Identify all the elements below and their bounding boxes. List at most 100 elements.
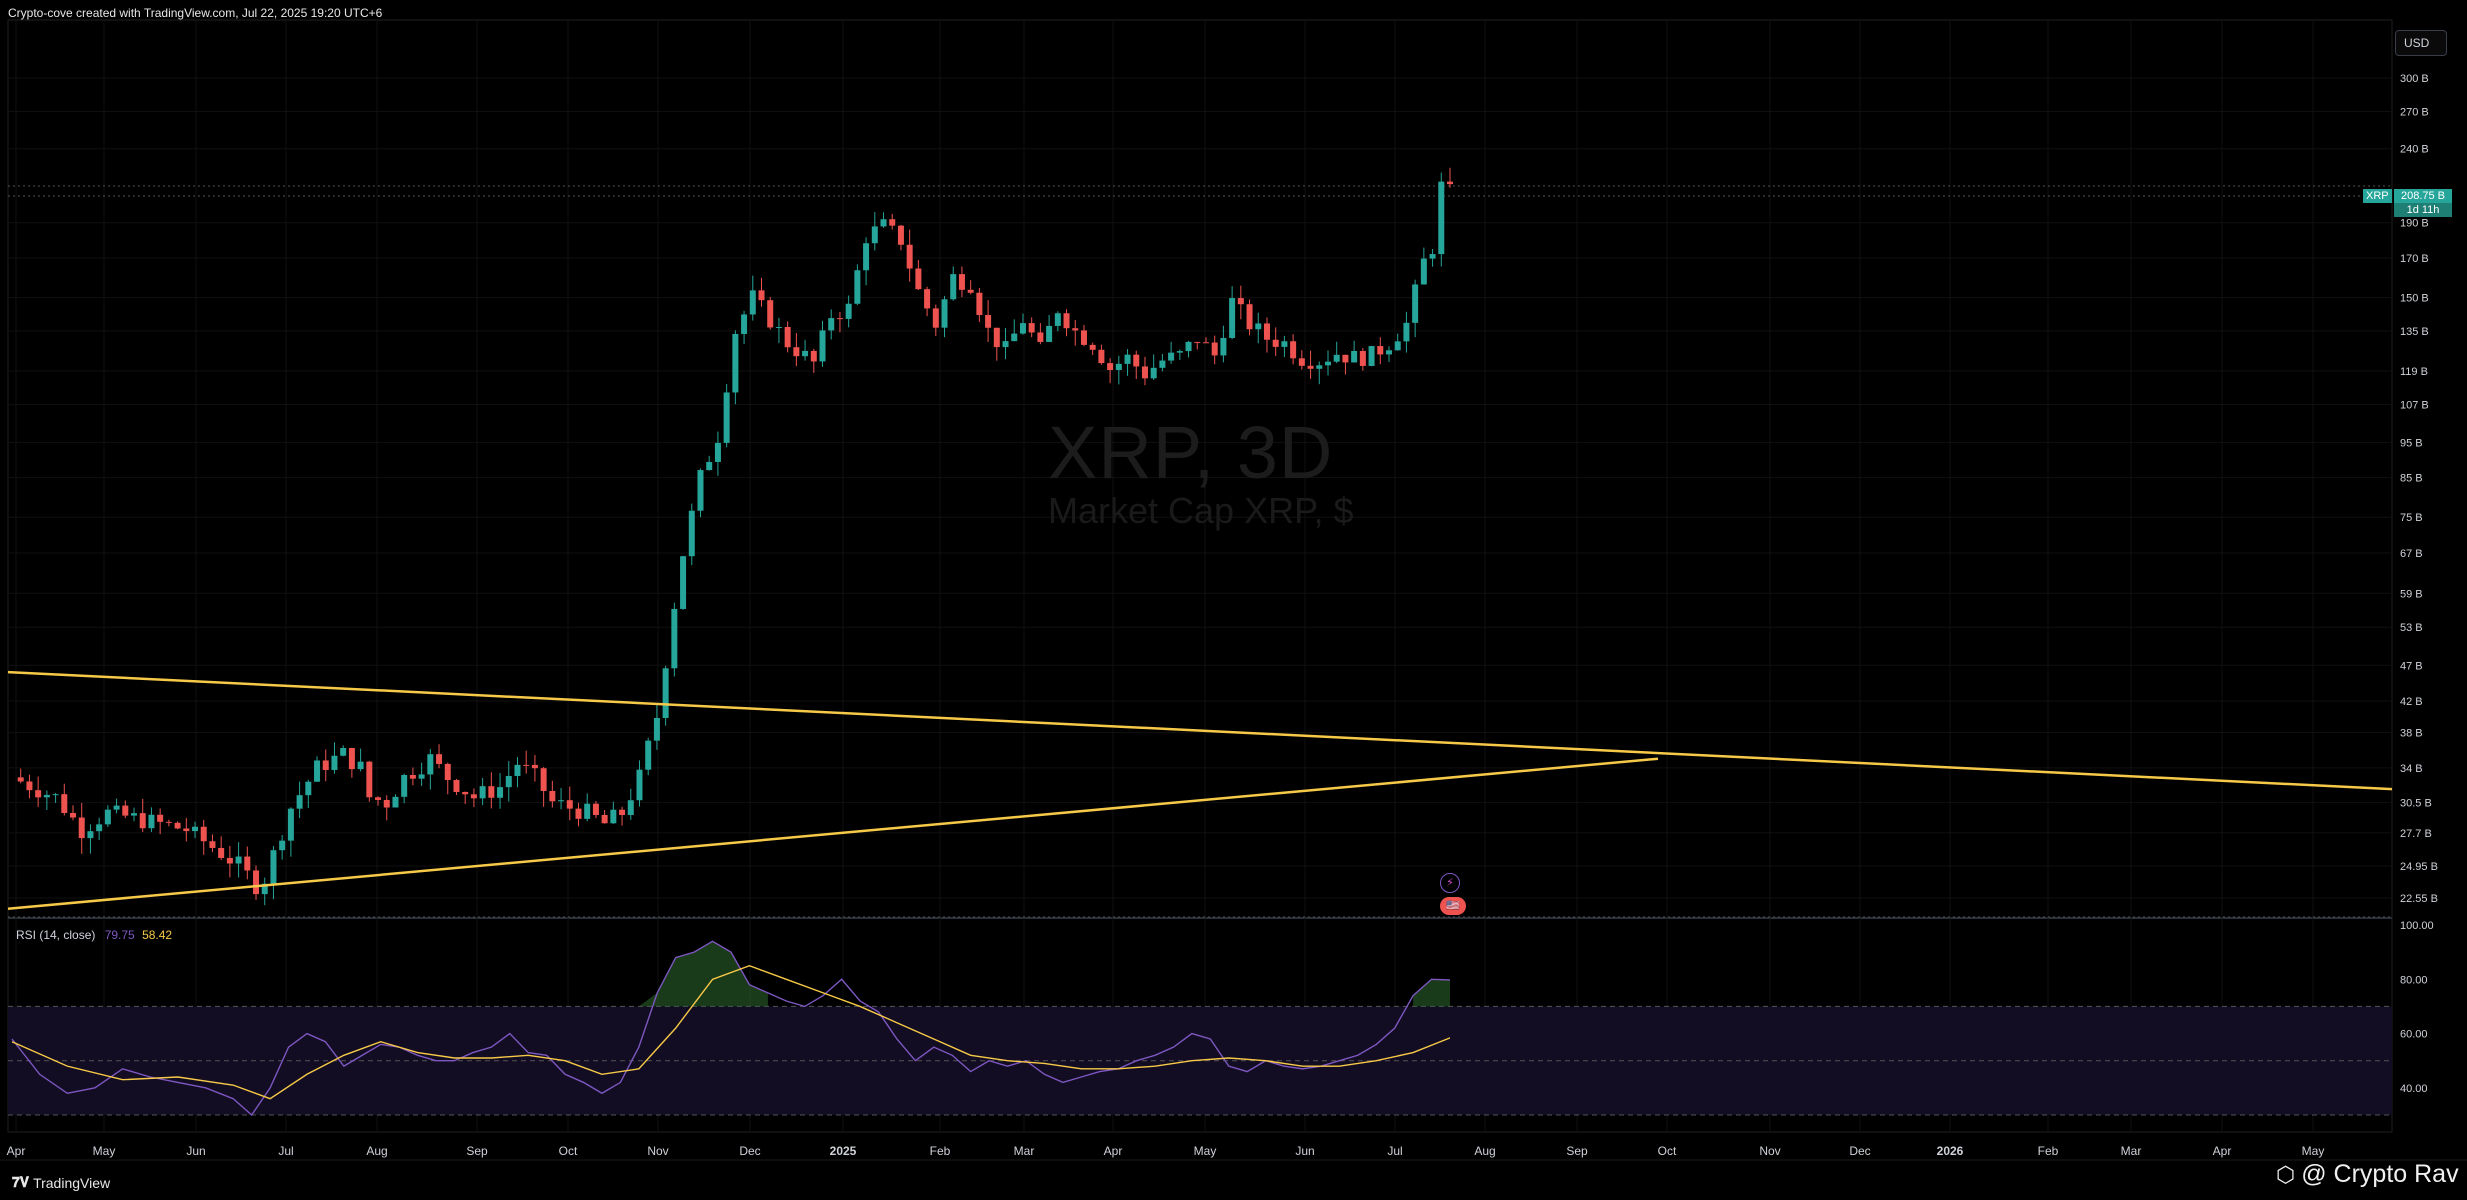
x-tick-label: Jun xyxy=(186,1144,205,1158)
y-tick-label: 190 B xyxy=(2400,218,2429,230)
candle-body xyxy=(810,350,817,362)
candle-body xyxy=(871,226,878,244)
candle-body xyxy=(148,814,155,829)
candle-body xyxy=(235,856,242,864)
candle-body xyxy=(505,775,512,788)
candle-body xyxy=(1333,354,1340,362)
candle-body xyxy=(1194,341,1201,343)
candle-body xyxy=(1159,360,1166,368)
x-tick-label: May xyxy=(2302,1144,2325,1158)
candle-body xyxy=(322,760,329,770)
trendline-lower xyxy=(7,757,1659,910)
candle-body xyxy=(1211,342,1218,356)
y-tick-label: 85 B xyxy=(2400,473,2423,485)
candle-body xyxy=(113,805,120,810)
candle-body xyxy=(636,769,643,801)
candle-body xyxy=(1403,322,1410,342)
candle-body xyxy=(767,300,774,328)
y-tick-label: 150 B xyxy=(2400,293,2429,305)
candle-body xyxy=(104,809,111,825)
y-tick-label: 24.95 B xyxy=(2400,861,2438,873)
x-tick-label: Dec xyxy=(1849,1144,1870,1158)
candle-body xyxy=(357,761,364,770)
candle-body xyxy=(741,314,748,334)
rsi-line xyxy=(11,940,1451,1117)
candle-body xyxy=(244,856,251,871)
candle-body xyxy=(1202,342,1209,344)
candle-body xyxy=(793,347,800,357)
price-tag-value: 208.75 B xyxy=(2394,189,2452,203)
candle-body xyxy=(1168,352,1175,361)
currency-button[interactable]: USD xyxy=(2395,30,2447,56)
candle-body xyxy=(1133,354,1140,367)
rsi-ma-value: 58.42 xyxy=(142,928,173,942)
candle-body xyxy=(531,764,538,769)
candle-body xyxy=(889,219,896,226)
candle-body xyxy=(601,814,608,824)
candle-body xyxy=(514,764,521,776)
candle-body xyxy=(87,831,94,839)
y-tick-label: 170 B xyxy=(2400,253,2429,265)
x-tick-label: Sep xyxy=(466,1144,488,1158)
candle-body xyxy=(749,290,756,315)
candle-body xyxy=(375,797,382,800)
candle-body xyxy=(96,824,103,832)
candle-body xyxy=(43,794,50,798)
candle-body xyxy=(706,461,713,471)
candle-body xyxy=(924,289,931,309)
candle-body xyxy=(1080,330,1087,345)
candle-body xyxy=(1307,365,1314,369)
candle-body xyxy=(897,225,904,245)
candle-body xyxy=(1220,337,1227,356)
y-tick-label: 135 B xyxy=(2400,326,2429,338)
candle-body xyxy=(993,327,1000,348)
price-tag-symbol: XRP xyxy=(2363,189,2392,203)
candle-body xyxy=(1263,323,1270,340)
candle-body xyxy=(941,299,948,328)
candle-body xyxy=(1246,304,1253,330)
candle-body xyxy=(784,326,791,348)
tradingview-brand[interactable]: 𝟕𝐕 TradingView xyxy=(12,1174,110,1191)
candle-body xyxy=(845,303,852,319)
candle-body xyxy=(915,268,922,290)
candle-body xyxy=(192,826,199,832)
candle-body xyxy=(671,608,678,669)
candle-body xyxy=(1447,181,1453,185)
candle-body xyxy=(279,840,286,851)
y-tick-label: 95 B xyxy=(2400,437,2423,449)
candle-body xyxy=(462,791,469,795)
flag-icon[interactable]: 🇺🇸 xyxy=(1440,897,1466,915)
y-tick-label: 22.55 B xyxy=(2400,893,2438,905)
y-tick-label: 38 B xyxy=(2400,728,2423,740)
candle-body xyxy=(418,774,425,779)
candle-body xyxy=(427,754,434,775)
price-tag-countdown: 1d 11h xyxy=(2394,203,2452,217)
candle-body xyxy=(26,781,33,791)
tradingview-name: TradingView xyxy=(33,1174,111,1191)
lightning-icon[interactable]: ⚡ xyxy=(1440,873,1460,893)
candle-body xyxy=(1359,350,1366,366)
candle-body xyxy=(1377,346,1384,355)
candle-body xyxy=(950,274,957,300)
candle-body xyxy=(627,800,634,815)
y-tick-label: 47 B xyxy=(2400,660,2423,672)
x-tick-label: Jun xyxy=(1295,1144,1314,1158)
tradingview-logo-icon: 𝟕𝐕 xyxy=(12,1174,30,1190)
x-tick-label: Mar xyxy=(1014,1144,1035,1158)
candle-body xyxy=(157,814,164,822)
y-tick-label: 300 B xyxy=(2400,73,2429,85)
candle-body xyxy=(1046,325,1053,342)
candle-body xyxy=(331,755,338,770)
y-tick-label: 119 B xyxy=(2400,366,2428,378)
rsi-legend[interactable]: RSI (14, close) 79.75 58.42 xyxy=(16,928,172,942)
x-tick-label: Nov xyxy=(647,1144,668,1158)
candle-body xyxy=(653,717,660,741)
candle-body xyxy=(1176,351,1183,353)
chart-header: Crypto-cove created with TradingView.com… xyxy=(8,6,383,20)
y-tick-label: 240 B xyxy=(2400,144,2429,156)
candle-body xyxy=(985,315,992,328)
candle-body xyxy=(836,318,843,320)
candle-body xyxy=(1107,363,1114,370)
candle-body xyxy=(680,556,687,609)
